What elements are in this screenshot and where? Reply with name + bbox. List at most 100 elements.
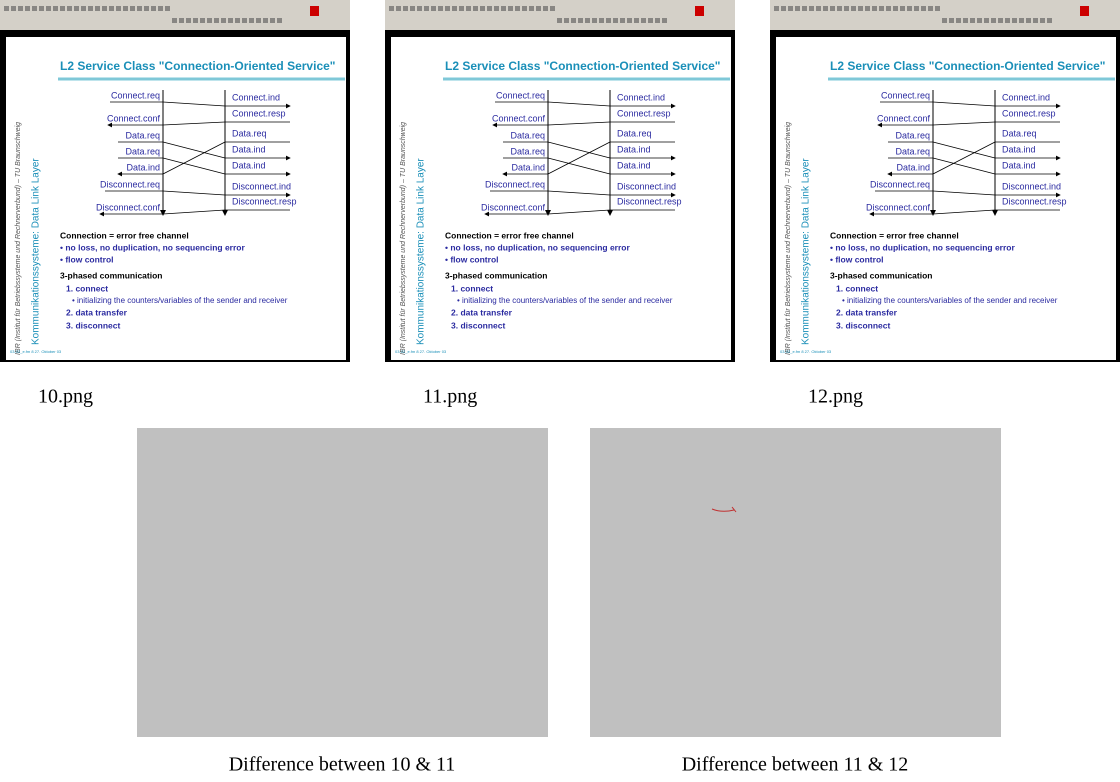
toolbar-icon xyxy=(270,18,275,23)
primitive-label: Disconnect.resp xyxy=(232,196,297,206)
side-course: Kommunikationssysteme: Data Link Layer xyxy=(801,158,812,345)
toolbar-icon xyxy=(816,6,821,11)
toolbar-icon xyxy=(165,6,170,11)
caption: Difference between 11 & 12 xyxy=(682,754,909,776)
toolbar-icon xyxy=(1047,18,1052,23)
side-course: Kommunikationssysteme: Data Link Layer xyxy=(416,158,427,345)
toolbar-icon xyxy=(277,18,282,23)
body-text: 2. data transfer xyxy=(66,307,128,317)
primitive-label: Connect.ind xyxy=(617,92,665,102)
primitive-label: Data.ind xyxy=(1002,160,1036,170)
toolbar-icon xyxy=(830,6,835,11)
toolbar-icon xyxy=(851,6,856,11)
body-text: 2. data transfer xyxy=(451,307,513,317)
body-text: • initializing the counters/variables of… xyxy=(457,296,673,305)
toolbar-icon xyxy=(228,18,233,23)
toolbar-icon xyxy=(515,6,520,11)
primitive-label: Data.req xyxy=(125,130,160,140)
slide-footer: 03-02_e.fm 8 27. Oktober 03 xyxy=(10,349,62,354)
body-text: • initializing the counters/variables of… xyxy=(72,296,288,305)
primitive-label: Connect.req xyxy=(496,90,545,100)
toolbar-icon xyxy=(207,18,212,23)
primitive-label: Disconnect.req xyxy=(870,179,930,189)
toolbar-icon xyxy=(809,6,814,11)
toolbar-icon xyxy=(116,6,121,11)
toolbar-icon xyxy=(67,6,72,11)
primitive-label: Data.ind xyxy=(126,162,160,172)
body-text: 3-phased communication xyxy=(60,270,163,280)
toolbar-icon xyxy=(102,6,107,11)
toolbar-icon xyxy=(438,6,443,11)
primitive-label: Disconnect.resp xyxy=(1002,196,1067,206)
toolbar-icon xyxy=(970,18,975,23)
slide-title: L2 Service Class "Connection-Oriented Se… xyxy=(445,59,720,73)
toolbar-icon xyxy=(578,18,583,23)
primitive-label: Connect.resp xyxy=(617,108,671,118)
toolbar-icon xyxy=(1033,18,1038,23)
toolbar-icon xyxy=(921,6,926,11)
primitive-label: Connect.resp xyxy=(1002,108,1056,118)
toolbar-icon xyxy=(389,6,394,11)
toolbar-icon xyxy=(599,18,604,23)
primitive-label: Connect.ind xyxy=(1002,92,1050,102)
primitive-label: Connect.ind xyxy=(232,92,280,102)
toolbar-icon xyxy=(795,6,800,11)
toolbar-icon xyxy=(179,18,184,23)
caption: Difference between 10 & 11 xyxy=(229,754,456,776)
caption: 10.png xyxy=(38,386,93,408)
toolbar-icon xyxy=(46,6,51,11)
side-institute: IBR (Institut für Betriebssysteme und Re… xyxy=(400,122,407,355)
primitive-label: Disconnect.conf xyxy=(866,202,931,212)
toolbar-icon xyxy=(410,6,415,11)
body-text: 1. connect xyxy=(836,283,878,293)
side-course: Kommunikationssysteme: Data Link Layer xyxy=(31,158,42,345)
toolbar-icon xyxy=(249,18,254,23)
toolbar-icon xyxy=(886,6,891,11)
toolbar-icon xyxy=(431,6,436,11)
toolbar-icon xyxy=(536,6,541,11)
primitive-label: Disconnect.ind xyxy=(232,181,291,191)
toolbar-icon xyxy=(403,6,408,11)
toolbar-icon xyxy=(935,6,940,11)
toolbar-icon xyxy=(235,18,240,23)
toolbar-icon xyxy=(977,18,982,23)
toolbar-icon xyxy=(641,18,646,23)
primitive-label: Disconnect.resp xyxy=(617,196,682,206)
side-institute: IBR (Institut für Betriebssysteme und Re… xyxy=(785,122,792,355)
toolbar-icon xyxy=(39,6,44,11)
toolbar-icon xyxy=(991,18,996,23)
primitive-label: Data.ind xyxy=(232,160,266,170)
primitive-label: Connect.req xyxy=(881,90,930,100)
primitive-label: Connect.conf xyxy=(107,113,161,123)
body-text: Connection = error free channel xyxy=(445,230,574,240)
primitive-label: Disconnect.req xyxy=(485,179,545,189)
pdf-icon xyxy=(695,6,704,16)
toolbar-icon xyxy=(1026,18,1031,23)
toolbar-icon xyxy=(466,6,471,11)
toolbar-icon xyxy=(158,6,163,11)
primitive-label: Disconnect.conf xyxy=(481,202,546,212)
toolbar-icon xyxy=(984,18,989,23)
primitive-label: Data.ind xyxy=(617,160,651,170)
toolbar-icon xyxy=(480,6,485,11)
toolbar-icon xyxy=(893,6,898,11)
primitive-label: Data.req xyxy=(1002,128,1037,138)
toolbar-icon xyxy=(186,18,191,23)
toolbar-icon xyxy=(81,6,86,11)
body-text: • initializing the counters/variables of… xyxy=(842,296,1058,305)
toolbar-icon xyxy=(11,6,16,11)
toolbar xyxy=(0,0,350,30)
body-text: • no loss, no duplication, no sequencing… xyxy=(60,242,245,252)
toolbar-icon xyxy=(634,18,639,23)
toolbar-icon xyxy=(123,6,128,11)
body-text: • no loss, no duplication, no sequencing… xyxy=(830,242,1015,252)
toolbar-icon xyxy=(18,6,23,11)
toolbar-icon xyxy=(130,6,135,11)
toolbar-icon xyxy=(25,6,30,11)
difference-image xyxy=(590,428,1001,737)
toolbar-icon xyxy=(788,6,793,11)
pdf-icon xyxy=(310,6,319,16)
primitive-label: Connect.req xyxy=(111,90,160,100)
toolbar-icon xyxy=(74,6,79,11)
toolbar-icon xyxy=(900,6,905,11)
